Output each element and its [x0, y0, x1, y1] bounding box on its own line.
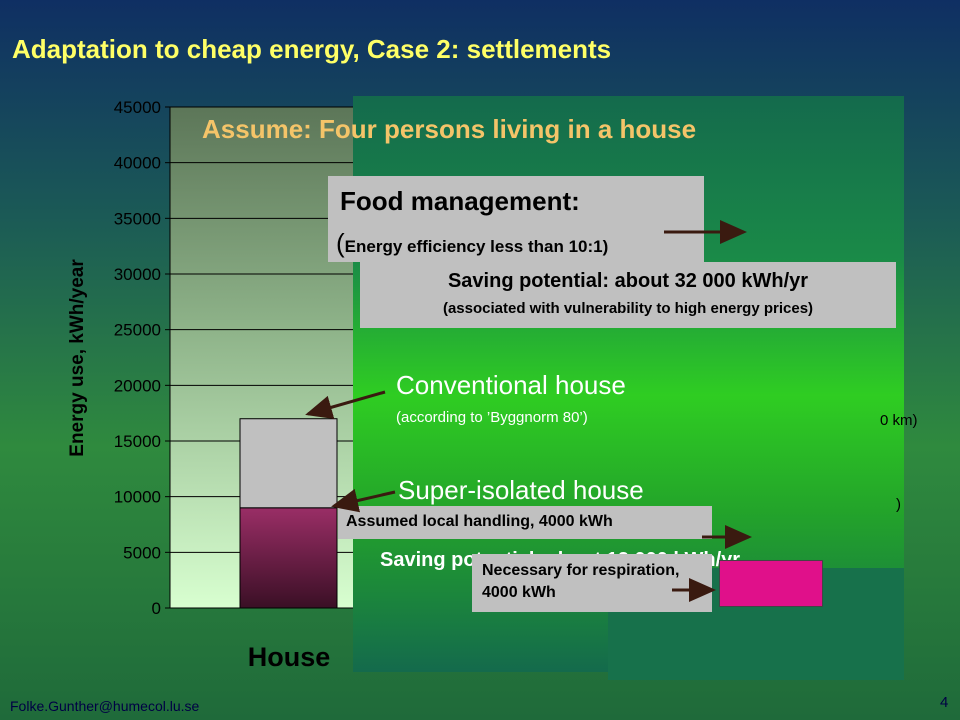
respiration-text: Necessary for respiration, 4000 kWh — [482, 562, 680, 601]
distance-fragment: 0 km) — [880, 412, 918, 429]
respiration-box: Necessary for respiration, 4000 kWh — [472, 554, 712, 612]
super-isolated-house-label: Super-isolated house — [398, 475, 644, 505]
food-efficiency-note: (Energy efficiency less than 10:1) — [336, 228, 608, 259]
food-management-box: Food management: (Energy efficiency less… — [328, 176, 704, 262]
y-tick-label: 20000 — [114, 376, 161, 395]
y-tick-label: 10000 — [114, 488, 161, 507]
efficiency-text: Energy efficiency less than 10:1 — [344, 237, 603, 256]
close-paren: ) — [602, 237, 609, 256]
y-tick-label: 40000 — [114, 154, 161, 173]
y-tick-label: 25000 — [114, 321, 161, 340]
respiration-bar — [719, 560, 823, 607]
open-paren: ( — [336, 228, 345, 258]
saving-potential-box: Saving potential: about 32 000 kWh/yr (a… — [360, 262, 896, 328]
x-axis-label: House — [248, 642, 331, 672]
conventional-house-note: (according to ’Byggnorm 80’) — [396, 409, 588, 426]
food-management-title: Food management: — [340, 186, 580, 216]
conventional-house-label: Conventional house — [396, 370, 626, 400]
slide-title: Adaptation to cheap energy, Case 2: sett… — [12, 34, 612, 64]
bar-segment-1 — [239, 418, 338, 509]
local-handling-box: Assumed local handling, 4000 kWh — [338, 506, 712, 539]
y-tick-label: 30000 — [114, 265, 161, 284]
y-tick-label: 45000 — [114, 98, 161, 117]
y-tick-label: 0 — [152, 599, 161, 618]
local-handling-text: Assumed local handling, 4000 kWh — [346, 513, 613, 530]
bar-segment-0 — [239, 507, 338, 609]
assumption-heading: Assume: Four persons living in a house — [202, 114, 697, 144]
energy-chart: 0 5000 10000 15000 20000 25000 30000 35000 40000… — [67, 98, 360, 672]
y-tick-label: 15000 — [114, 432, 161, 451]
y-tick-label: 35000 — [114, 209, 161, 228]
saving-potential-note: (associated with vulnerability to high e… — [442, 300, 814, 317]
y-axis-label: Energy use, kWh/year — [67, 259, 88, 457]
paren-fragment: ) — [896, 496, 901, 513]
y-tick-label: 5000 — [123, 543, 161, 562]
footer-email[interactable]: Folke.Gunther@humecol.lu.se — [10, 698, 200, 714]
page-number: 4 — [940, 694, 949, 711]
saving-potential-main: Saving potential: about 32 000 kWh/yr — [447, 270, 809, 292]
